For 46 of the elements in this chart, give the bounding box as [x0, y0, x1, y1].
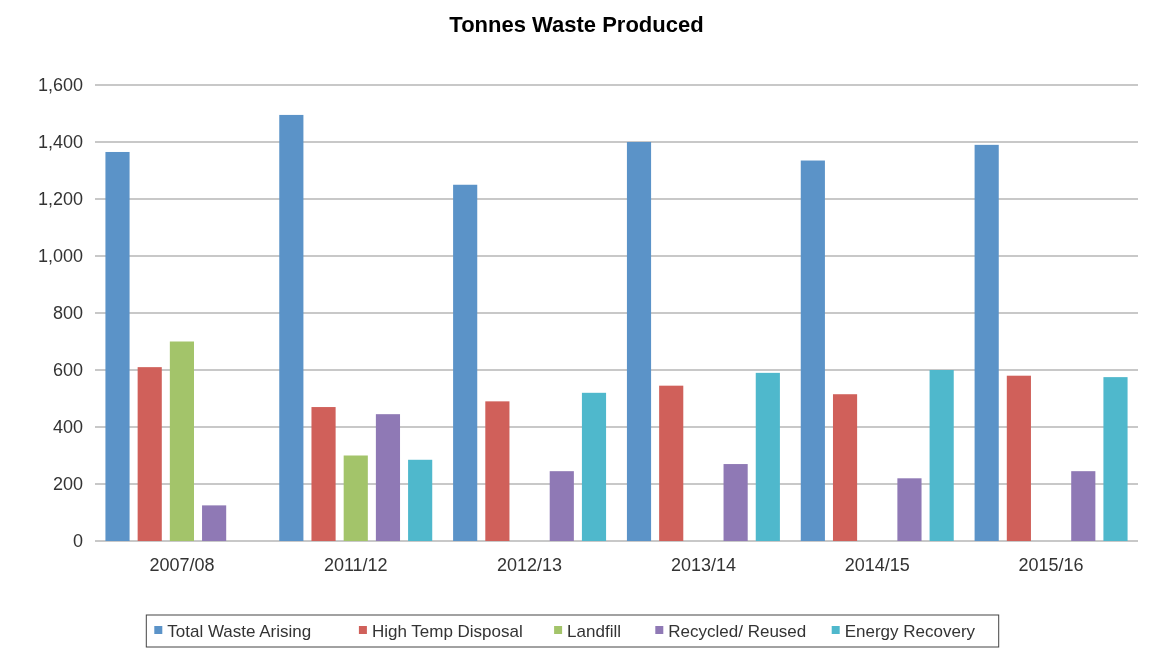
bar	[929, 370, 954, 541]
bar	[485, 401, 510, 541]
legend-label: Recycled/ Reused	[668, 621, 807, 641]
bar	[1006, 375, 1031, 541]
legend-label: Energy Recovery	[844, 621, 976, 641]
bar	[202, 505, 227, 541]
bar	[1071, 471, 1096, 541]
x-tick-label: 2011/12	[323, 555, 388, 575]
legend-label: Total Waste Arising	[167, 621, 312, 641]
y-tick-label: 1,000	[37, 246, 83, 267]
bar	[343, 455, 368, 541]
y-tick-label: 0	[72, 531, 83, 552]
bar	[105, 151, 130, 541]
bar	[755, 372, 780, 541]
y-tick-label: 400	[52, 417, 83, 438]
x-tick-label: 2007/08	[149, 555, 215, 575]
x-tick-label: 2012/13	[497, 555, 563, 575]
bar	[832, 394, 858, 541]
x-tick-label: 2014/15	[844, 555, 910, 575]
bar	[1103, 377, 1128, 541]
bar	[137, 367, 162, 541]
bar	[897, 478, 922, 541]
y-tick-label: 800	[52, 303, 83, 324]
x-tick-label: 2015/16	[1018, 555, 1084, 575]
bar	[311, 407, 336, 541]
legend-label: Landfill	[567, 621, 621, 641]
bar	[974, 144, 999, 541]
bar	[581, 392, 607, 541]
bar	[169, 341, 194, 541]
bar	[408, 459, 433, 541]
y-tick-label: 1,400	[37, 132, 83, 153]
y-tick-label: 600	[52, 360, 83, 381]
bar	[626, 142, 652, 541]
y-tick-label: 1,600	[37, 75, 83, 96]
chart-title: Tonnes Waste Produced	[449, 12, 704, 37]
bar	[375, 414, 401, 541]
x-tick-label: 2013/14	[670, 555, 736, 575]
bar	[279, 114, 304, 541]
bar	[800, 160, 825, 541]
legend-label: High Temp Disposal	[371, 621, 523, 641]
bar	[453, 184, 478, 541]
bar	[723, 464, 748, 541]
y-tick-label: 200	[52, 474, 83, 495]
bar	[549, 471, 574, 541]
bar	[659, 385, 684, 541]
y-tick-label: 1,200	[37, 189, 83, 210]
